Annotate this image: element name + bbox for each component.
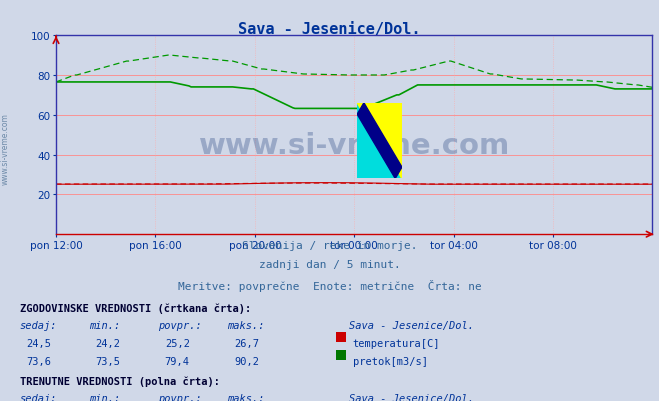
Text: 25,2: 25,2 (165, 338, 190, 348)
Text: Sava - Jesenice/Dol.: Sava - Jesenice/Dol. (349, 393, 474, 401)
Text: zadnji dan / 5 minut.: zadnji dan / 5 minut. (258, 260, 401, 270)
Text: TRENUTNE VREDNOSTI (polna črta):: TRENUTNE VREDNOSTI (polna črta): (20, 376, 219, 386)
Text: Slovenija / reke in morje.: Slovenija / reke in morje. (242, 241, 417, 251)
Text: povpr.:: povpr.: (158, 320, 202, 330)
Text: Sava - Jesenice/Dol.: Sava - Jesenice/Dol. (239, 22, 420, 37)
Text: 73,5: 73,5 (96, 356, 121, 366)
Text: 26,7: 26,7 (234, 338, 259, 348)
Text: povpr.:: povpr.: (158, 393, 202, 401)
Text: Meritve: povprečne  Enote: metrične  Črta: ne: Meritve: povprečne Enote: metrične Črta:… (178, 279, 481, 291)
Text: www.si-vreme.com: www.si-vreme.com (1, 113, 10, 184)
Text: 24,2: 24,2 (96, 338, 121, 348)
Text: temperatura[C]: temperatura[C] (353, 338, 440, 348)
Text: sedaj:: sedaj: (20, 320, 57, 330)
Text: min.:: min.: (89, 320, 120, 330)
Text: ZGODOVINSKE VREDNOSTI (črtkana črta):: ZGODOVINSKE VREDNOSTI (črtkana črta): (20, 303, 251, 313)
Polygon shape (357, 103, 402, 179)
Text: maks.:: maks.: (227, 393, 265, 401)
Text: 24,5: 24,5 (26, 338, 51, 348)
Text: sedaj:: sedaj: (20, 393, 57, 401)
Text: Sava - Jesenice/Dol.: Sava - Jesenice/Dol. (349, 320, 474, 330)
Polygon shape (357, 103, 402, 179)
Text: 90,2: 90,2 (234, 356, 259, 366)
Text: www.si-vreme.com: www.si-vreme.com (198, 131, 510, 159)
Text: 73,6: 73,6 (26, 356, 51, 366)
Polygon shape (357, 103, 402, 179)
Text: maks.:: maks.: (227, 320, 265, 330)
Text: min.:: min.: (89, 393, 120, 401)
Text: pretok[m3/s]: pretok[m3/s] (353, 356, 428, 366)
Text: 79,4: 79,4 (165, 356, 190, 366)
